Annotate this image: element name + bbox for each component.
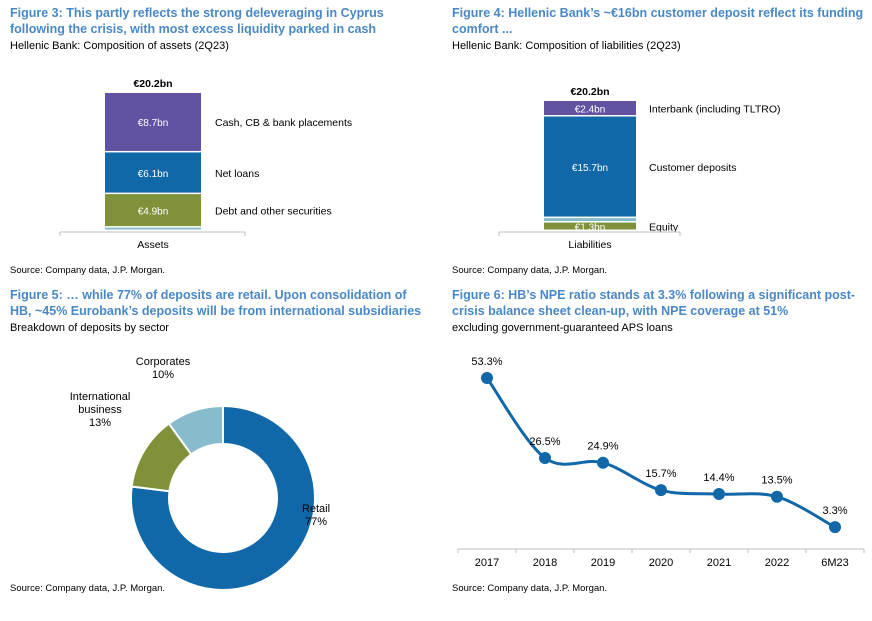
bar-segment-label: €2.4bn xyxy=(575,104,606,115)
donut-slice xyxy=(130,404,316,591)
donut-slice xyxy=(167,404,224,456)
figure-4-title: Figure 4: Hellenic Bank’s ~€16bn custome… xyxy=(452,6,864,36)
data-point xyxy=(597,456,609,469)
slice-label: 10% xyxy=(152,369,174,381)
data-point xyxy=(539,451,551,464)
bar-total-label: €20.2bn xyxy=(570,86,609,98)
legend-label: Interbank (including TLTRO) xyxy=(649,103,781,115)
slice-label: 13% xyxy=(89,417,111,429)
data-point xyxy=(481,372,493,384)
x-axis-tick-label: 6M23 xyxy=(821,557,849,569)
data-point xyxy=(771,490,783,503)
data-point xyxy=(713,488,725,501)
figure-5-source: Source: Company data, J.P. Morgan. xyxy=(10,583,166,594)
legend-label: Cash, CB & bank placements xyxy=(215,117,352,129)
bar-segment-label: €8.7bn xyxy=(138,118,169,129)
data-label: 14.4% xyxy=(703,472,734,484)
bar-segment xyxy=(544,218,636,222)
figure-4-source: Source: Company data, J.P. Morgan. xyxy=(452,265,608,276)
npe-ratio-line-chart: 53.3% 2017 26.5% 2018 24.9% 2019 15.7% 2020 14.4… xyxy=(457,356,865,569)
figure-6-title: Figure 6: HB’s NPE ratio stands at 3.3% … xyxy=(452,288,856,318)
figure-3-source: Source: Company data, J.P. Morgan. xyxy=(10,265,166,276)
x-axis-tick-label: 2018 xyxy=(533,557,557,569)
bar-segment-label: €6.1bn xyxy=(138,169,169,180)
slice-label: Retail xyxy=(302,503,330,515)
data-label: 24.9% xyxy=(587,441,618,453)
figure-5-subtitle: Breakdown of deposits by sector xyxy=(10,322,169,334)
x-axis-category-label: Assets xyxy=(137,239,169,251)
figure-3-title: Figure 3: This partly reflects the stron… xyxy=(10,6,384,36)
bar-segment-label: €15.7bn xyxy=(572,163,608,174)
x-axis-category-label: Liabilities xyxy=(568,239,611,251)
npe-ratio-series-line xyxy=(485,377,836,529)
bar-segment xyxy=(544,116,636,217)
bar-segment xyxy=(105,152,201,193)
x-axis-tick-label: 2021 xyxy=(707,557,731,569)
figure-4-subtitle: Hellenic Bank: Composition of liabilitie… xyxy=(452,40,681,52)
legend-label: Equity xyxy=(649,221,679,233)
figure-3-panel: Figure 3: This partly reflects the stron… xyxy=(10,6,440,306)
bar-segment xyxy=(105,93,201,151)
figure-6-panel: Figure 6: HB’s NPE ratio stands at 3.3% … xyxy=(452,288,872,594)
x-axis-tick-label: 2020 xyxy=(649,557,673,569)
slice-label: 77% xyxy=(305,516,327,528)
data-label: 13.5% xyxy=(761,475,792,487)
legend-label: Debt and other securities xyxy=(215,205,332,217)
liabilities-stacked-bar-chart: €20.2bn €2.4bn Interbank (including TLTRO)… xyxy=(498,86,781,251)
x-axis-tick-label: 2022 xyxy=(765,557,789,569)
data-label: 53.3% xyxy=(471,356,502,368)
slice-label: International xyxy=(70,391,131,403)
slice-label: Corporates xyxy=(136,356,191,368)
figure-6-subtitle: excluding government-guaranteed APS loan… xyxy=(452,322,673,334)
figure-4-panel: Figure 4: Hellenic Bank’s ~€16bn custome… xyxy=(452,6,872,306)
assets-stacked-bar-chart: €20.2bn €8.7bn Cash, CB & bank placements €… xyxy=(59,78,352,251)
bar-segment xyxy=(105,227,201,230)
legend-label: Customer deposits xyxy=(649,162,737,174)
data-label: 3.3% xyxy=(822,505,847,517)
data-point xyxy=(829,521,841,534)
bar-segment xyxy=(544,101,636,116)
x-axis-tick-label: 2017 xyxy=(475,557,499,569)
data-point xyxy=(655,484,667,497)
bar-segment-label: €4.9bn xyxy=(138,206,169,217)
figure-5-title: Figure 5: … while 77% of deposits are re… xyxy=(10,288,422,318)
figure-5-panel: Figure 5: … while 77% of deposits are re… xyxy=(10,288,440,594)
bar-segment-label: €1.3bn xyxy=(575,222,606,233)
x-axis-tick-label: 2019 xyxy=(591,557,615,569)
slice-label: business xyxy=(78,404,122,416)
figure-3-subtitle: Hellenic Bank: Composition of assets (2Q… xyxy=(10,40,229,52)
legend-label: Net loans xyxy=(215,168,259,180)
data-label: 15.7% xyxy=(645,468,676,480)
bar-total-label: €20.2bn xyxy=(133,78,172,90)
bar-segment xyxy=(105,194,201,227)
data-label: 26.5% xyxy=(529,436,560,448)
figure-6-source: Source: Company data, J.P. Morgan. xyxy=(452,583,608,594)
bar-segment xyxy=(544,222,636,230)
